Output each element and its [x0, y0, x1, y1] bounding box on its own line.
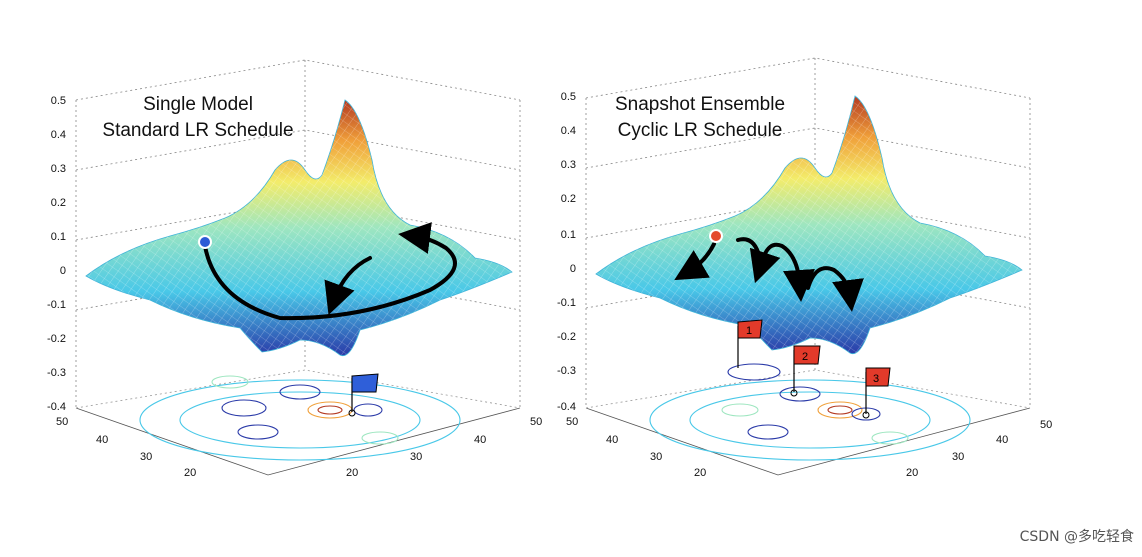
y-tick: 40 — [996, 434, 1008, 446]
z-tick: -0.2 — [557, 331, 576, 343]
floor-ticks-left: 50 40 30 20 20 30 40 50 — [56, 416, 542, 479]
y-tick: 40 — [474, 434, 486, 446]
trajectory-right — [674, 237, 864, 312]
z-tick: 0.1 — [561, 229, 576, 241]
x-tick: 50 — [56, 416, 68, 428]
title-line-1: Single Model — [143, 94, 253, 115]
flag-label: 3 — [873, 373, 879, 385]
title-line-2: Cyclic LR Schedule — [618, 120, 783, 141]
x-tick: 50 — [566, 416, 578, 428]
x-tick: 40 — [606, 434, 618, 446]
x-tick: 40 — [96, 434, 108, 446]
z-axis-ticks-left: 0.5 0.4 0.3 0.2 0.1 0 -0.1 -0.2 -0.3 -0.… — [47, 95, 66, 413]
z-tick: 0.5 — [51, 95, 66, 107]
flag-label: 2 — [802, 351, 808, 363]
flag-1: 1 — [737, 319, 763, 368]
flag-label: 1 — [746, 325, 752, 337]
title-line-2: Standard LR Schedule — [102, 120, 293, 141]
x-tick: 20 — [184, 467, 196, 479]
z-tick: 0.2 — [561, 193, 576, 205]
loss-surface-right — [595, 95, 1023, 355]
floor-ticks-right: 50 40 30 20 20 30 40 50 — [566, 416, 1052, 479]
panel-title-left: Single Model Standard LR Schedule — [102, 94, 293, 141]
y-tick: 50 — [530, 416, 542, 428]
z-tick: -0.4 — [557, 401, 576, 413]
z-tick: 0.2 — [51, 197, 66, 209]
z-tick: 0.3 — [51, 163, 66, 175]
x-tick: 20 — [694, 467, 706, 479]
z-axis-ticks-right: 0.5 0.4 0.3 0.2 0.1 0 -0.1 -0.2 -0.3 -0.… — [557, 91, 576, 413]
x-tick: 30 — [140, 451, 152, 463]
z-tick: -0.3 — [557, 365, 576, 377]
trajectory-left — [203, 222, 457, 321]
z-tick: 0.3 — [561, 159, 576, 171]
panel-title-right: Snapshot Ensemble Cyclic LR Schedule — [615, 94, 785, 141]
contour-map-left — [139, 375, 461, 461]
panel-right: 0.5 0.4 0.3 0.2 0.1 0 -0.1 -0.2 -0.3 -0.… — [557, 57, 1052, 479]
contour-map-right — [649, 363, 971, 461]
z-tick: 0.4 — [51, 129, 66, 141]
z-tick: -0.1 — [47, 299, 66, 311]
axes-floor-left — [75, 369, 521, 476]
title-line-1: Snapshot Ensemble — [615, 94, 785, 115]
y-tick: 50 — [1040, 419, 1052, 431]
z-tick: -0.3 — [47, 367, 66, 379]
z-tick: 0.1 — [51, 231, 66, 243]
panel-left: 0.5 0.4 0.3 0.2 0.1 0 -0.1 -0.2 -0.3 -0.… — [47, 59, 542, 479]
watermark: CSDN @多吃轻食 — [1019, 529, 1134, 545]
y-tick: 20 — [906, 467, 918, 479]
z-tick: 0 — [60, 265, 66, 277]
y-tick: 20 — [346, 467, 358, 479]
z-tick: -0.4 — [47, 401, 66, 413]
start-point-red — [709, 229, 723, 243]
y-tick: 30 — [952, 451, 964, 463]
z-tick: -0.2 — [47, 333, 66, 345]
x-tick: 30 — [650, 451, 662, 463]
z-tick: 0.5 — [561, 91, 576, 103]
y-tick: 30 — [410, 451, 422, 463]
axes-floor-right — [585, 369, 1031, 476]
flag-2: 2 — [790, 345, 821, 397]
flag-blue — [348, 373, 379, 417]
start-point-blue — [198, 235, 212, 249]
z-tick: 0 — [570, 263, 576, 275]
flag-3: 3 — [862, 367, 891, 419]
z-tick: -0.1 — [557, 297, 576, 309]
loss-surface-left — [85, 99, 513, 357]
z-tick: 0.4 — [561, 125, 576, 137]
